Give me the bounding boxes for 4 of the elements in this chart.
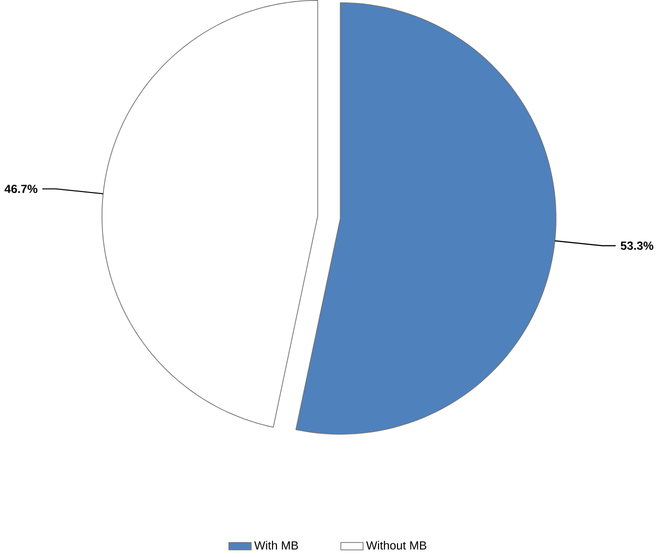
legend-label: With MB bbox=[254, 541, 298, 550]
data-label: 53.3% bbox=[620, 242, 654, 250]
data-label: 46.7% bbox=[4, 184, 38, 194]
legend-label: Without MB bbox=[366, 541, 426, 550]
